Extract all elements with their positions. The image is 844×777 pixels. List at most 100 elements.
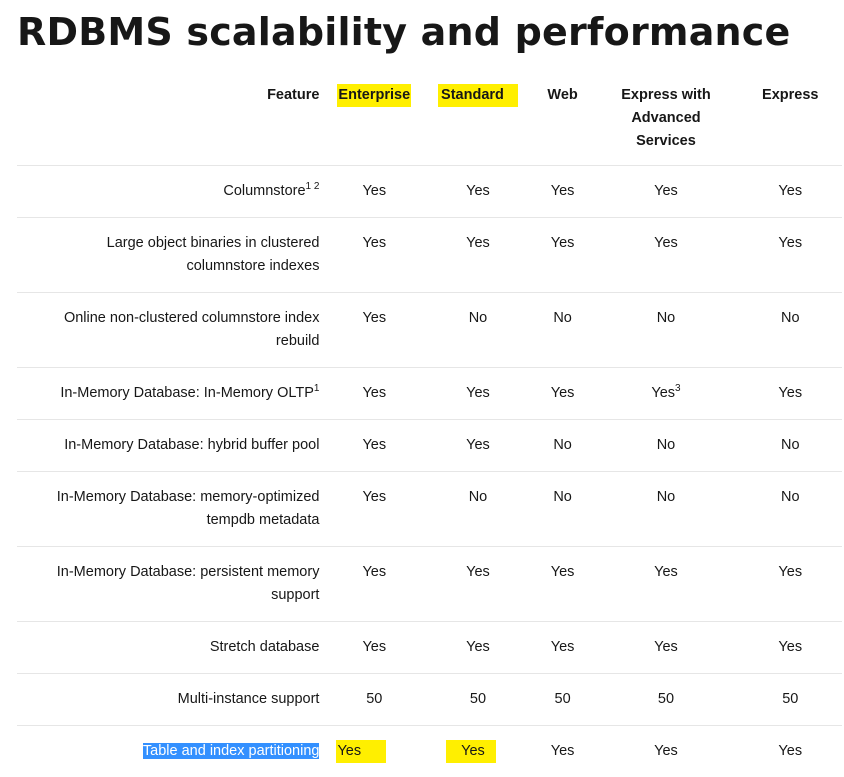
header-express: Express <box>739 80 842 166</box>
feature-cell: Columnstore1 2 <box>17 166 324 218</box>
value-cell: No <box>424 293 532 368</box>
table-body: Columnstore1 2 Yes Yes Yes Yes Yes Large… <box>17 166 842 777</box>
value-cell: Yes <box>532 726 594 777</box>
value-cell: Yes <box>593 166 738 218</box>
table-row: In-Memory Database: hybrid buffer pool Y… <box>17 420 842 472</box>
header-feature-label: Feature <box>267 87 319 103</box>
header-express-advanced-line1: Express with <box>621 87 710 103</box>
value-cell: 50 <box>739 674 842 726</box>
value-cell: Yes <box>739 726 842 777</box>
feature-cell: In-Memory Database: hybrid buffer pool <box>17 420 324 472</box>
feature-cell: Table and index partitioning <box>17 726 324 777</box>
value-cell: 50 <box>532 674 594 726</box>
feature-label-line2: columnstore indexes <box>186 258 319 274</box>
value-cell: Yes <box>424 622 532 674</box>
header-feature: Feature <box>17 80 324 166</box>
feature-label: Columnstore <box>223 183 305 199</box>
feature-label-line2: support <box>271 587 319 603</box>
value-cell: No <box>532 472 594 547</box>
header-web: Web <box>532 80 594 166</box>
value-cell: Yes <box>739 166 842 218</box>
header-express-advanced-line2: Advanced <box>631 110 700 126</box>
header-row: Feature Enterprise Standard Web Express … <box>17 80 842 166</box>
value-cell: Yes <box>424 726 532 777</box>
feature-cell: Online non-clustered columnstore index re… <box>17 293 324 368</box>
value-cell: Yes <box>324 547 424 622</box>
feature-label: Stretch database <box>210 639 320 655</box>
table-row: Columnstore1 2 Yes Yes Yes Yes Yes <box>17 166 842 218</box>
highlighted-value: Yes <box>336 740 386 763</box>
header-express-advanced: Express with Advanced Services <box>593 80 738 166</box>
value-cell: No <box>424 472 532 547</box>
feature-label-line1: In-Memory Database: persistent memory <box>57 564 320 580</box>
feature-label-line2: rebuild <box>276 333 320 349</box>
value-cell: Yes <box>739 368 842 420</box>
value-cell: Yes <box>739 622 842 674</box>
value-cell: 50 <box>324 674 424 726</box>
header-express-label: Express <box>762 87 818 103</box>
value-cell: No <box>739 293 842 368</box>
value-cell: Yes <box>324 218 424 293</box>
value-cell: Yes <box>424 420 532 472</box>
value-cell: Yes <box>424 547 532 622</box>
feature-cell: In-Memory Database: In-Memory OLTP1 <box>17 368 324 420</box>
feature-cell: Stretch database <box>17 622 324 674</box>
page-title: RDBMS scalability and performance <box>17 10 790 54</box>
feature-label-line2: tempdb metadata <box>207 512 320 528</box>
value-cell: Yes <box>324 472 424 547</box>
value-cell: No <box>739 420 842 472</box>
table-row: Stretch database Yes Yes Yes Yes Yes <box>17 622 842 674</box>
value-cell: No <box>532 293 594 368</box>
value-cell: Yes <box>424 166 532 218</box>
value-cell: Yes <box>324 420 424 472</box>
feature-label-line1: In-Memory Database: memory-optimized <box>57 489 320 505</box>
value-cell: Yes <box>593 218 738 293</box>
feature-label: In-Memory Database: hybrid buffer pool <box>64 437 319 453</box>
table-row: In-Memory Database: memory-optimized temp… <box>17 472 842 547</box>
header-enterprise: Enterprise <box>324 80 424 166</box>
value-cell: Yes <box>324 726 424 777</box>
table-row: In-Memory Database: In-Memory OLTP1 Yes … <box>17 368 842 420</box>
value-cell: Yes <box>424 368 532 420</box>
value-cell: Yes <box>593 622 738 674</box>
header-standard: Standard <box>424 80 532 166</box>
feature-cell: In-Memory Database: memory-optimized temp… <box>17 472 324 547</box>
footnote-ref[interactable]: 1 2 <box>306 181 320 192</box>
feature-cell: Multi-instance support <box>17 674 324 726</box>
value-cell: Yes <box>324 622 424 674</box>
value-cell: Yes <box>424 218 532 293</box>
value-cell: Yes <box>593 547 738 622</box>
value-cell: Yes <box>532 218 594 293</box>
value-cell: Yes <box>324 293 424 368</box>
value-cell: Yes <box>593 726 738 777</box>
rdbms-feature-table: Feature Enterprise Standard Web Express … <box>17 80 842 777</box>
value-cell: Yes <box>532 166 594 218</box>
table-row: Online non-clustered columnstore index re… <box>17 293 842 368</box>
value-cell: Yes <box>532 368 594 420</box>
value-cell: Yes3 <box>593 368 738 420</box>
value-cell: No <box>593 472 738 547</box>
feature-label-line1: Online non-clustered columnstore index <box>64 310 320 326</box>
footnote-ref[interactable]: 1 <box>314 383 320 394</box>
value-cell: Yes <box>739 547 842 622</box>
table-header: Feature Enterprise Standard Web Express … <box>17 80 842 166</box>
value-cell: Yes <box>324 166 424 218</box>
header-web-label: Web <box>547 87 577 103</box>
value-cell: No <box>739 472 842 547</box>
value-cell: 50 <box>424 674 532 726</box>
feature-cell: In-Memory Database: persistent memory sup… <box>17 547 324 622</box>
table-row: In-Memory Database: persistent memory sup… <box>17 547 842 622</box>
footnote-ref[interactable]: 3 <box>675 383 681 394</box>
value-cell: No <box>593 420 738 472</box>
table-row: Table and index partitioning Yes Yes Yes… <box>17 726 842 777</box>
header-standard-label: Standard <box>438 84 518 107</box>
value-cell: Yes <box>532 547 594 622</box>
value-text: Yes <box>651 385 675 401</box>
table-row: Multi-instance support 50 50 50 50 50 <box>17 674 842 726</box>
feature-label: Multi-instance support <box>178 691 320 707</box>
value-cell: Yes <box>739 218 842 293</box>
value-cell: No <box>532 420 594 472</box>
value-cell: Yes <box>324 368 424 420</box>
value-cell: No <box>593 293 738 368</box>
